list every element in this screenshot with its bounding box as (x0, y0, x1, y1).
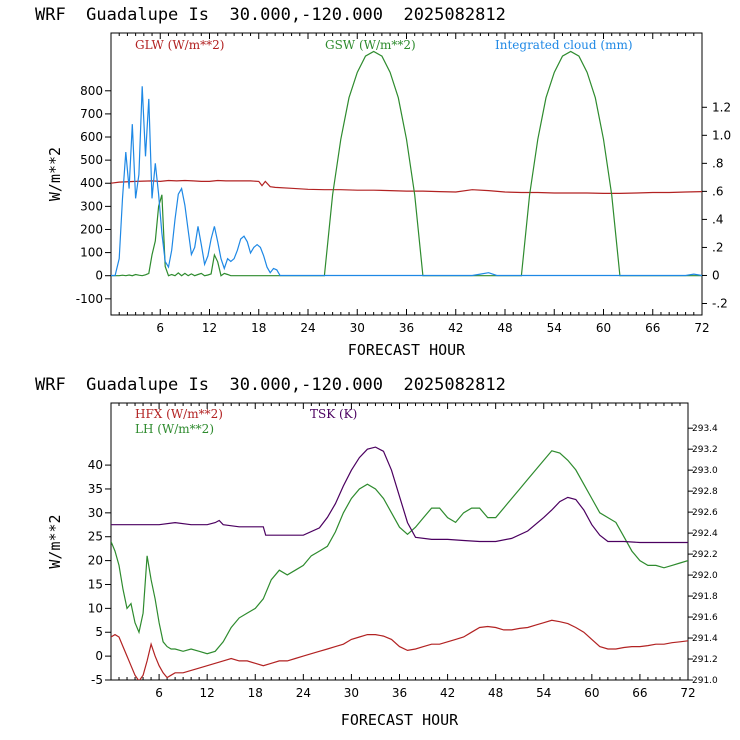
x-axis-label: FORECAST HOUR (341, 711, 459, 729)
y-tick-label: 35 (88, 482, 103, 496)
x-tick-label: 60 (596, 321, 611, 335)
y2-tick-label: 291.2 (692, 655, 718, 665)
y2-tick-label: 291.8 (692, 592, 718, 602)
x-tick-label: 72 (694, 321, 709, 335)
y-tick-label: 600 (80, 130, 103, 144)
y2-tick-label: 292.0 (692, 571, 718, 581)
y-tick-label: 100 (80, 246, 103, 260)
x-tick-label: 54 (547, 321, 562, 335)
x-axis-label: FORECAST HOUR (348, 341, 466, 359)
x-tick-label: 48 (497, 321, 512, 335)
x-tick-label: 6 (155, 686, 163, 700)
x-tick-label: 18 (248, 686, 263, 700)
y2-tick-label: 293.0 (692, 466, 718, 476)
y-tick-label: -100 (76, 292, 103, 306)
series-line-gsw (111, 50, 702, 277)
y-axis-label: W/m**2 (46, 147, 64, 201)
y2-tick-label: .8 (712, 156, 723, 170)
y-tick-label: 40 (88, 458, 103, 472)
y-axis-label: W/m**2 (46, 514, 64, 568)
y-tick-label: -5 (91, 673, 103, 687)
y-tick-label: 700 (80, 107, 103, 121)
y2-tick-label: 292.6 (692, 508, 718, 518)
y2-tick-label: 292.8 (692, 487, 718, 497)
legend-entry: GSW (W/m**2) (325, 38, 416, 52)
legend-entry: HFX (W/m**2) (135, 407, 223, 421)
y-tick-label: 0 (95, 649, 103, 663)
y2-tick-label: 291.0 (692, 676, 718, 686)
y2-tick-label: 292.4 (692, 529, 718, 539)
y2-tick-label: 292.2 (692, 550, 718, 560)
bottom-chart: WRF Guadalupe Is 30.000,-120.000 2025082… (35, 375, 718, 729)
x-tick-label: 66 (632, 686, 647, 700)
legend-entry: TSK (K) (310, 407, 357, 421)
y-tick-label: 5 (95, 625, 103, 639)
x-tick-label: 24 (296, 686, 311, 700)
x-tick-label: 30 (344, 686, 359, 700)
y2-tick-label: -.2 (712, 297, 728, 311)
plot-frame (110, 32, 703, 316)
y2-tick-label: .6 (712, 184, 723, 198)
x-tick-label: 30 (350, 321, 365, 335)
x-tick-label: 18 (251, 321, 266, 335)
x-tick-label: 36 (399, 321, 414, 335)
chart-title: WRF Guadalupe Is 30.000,-120.000 2025082… (35, 375, 506, 395)
y-tick-label: 300 (80, 199, 103, 213)
x-tick-label: 36 (392, 686, 407, 700)
y-tick-label: 30 (88, 506, 103, 520)
y-tick-label: 400 (80, 176, 103, 190)
y-tick-label: 20 (88, 554, 103, 568)
series-line-integrated (111, 86, 702, 277)
y-tick-label: 10 (88, 601, 103, 615)
y2-tick-label: 1.0 (712, 128, 731, 142)
y2-tick-label: 291.4 (692, 634, 718, 644)
y2-tick-label: 0 (712, 268, 720, 282)
y-tick-label: 25 (88, 530, 103, 544)
legend-entry: GLW (W/m**2) (135, 38, 224, 52)
y-tick-label: 15 (88, 577, 103, 591)
x-tick-label: 60 (584, 686, 599, 700)
y-tick-label: 0 (95, 269, 103, 283)
x-tick-label: 72 (680, 686, 695, 700)
series-line-lh (111, 450, 688, 655)
series-line-tsk (111, 446, 688, 544)
series-line-hfx (111, 619, 688, 680)
y2-tick-label: 293.2 (692, 445, 718, 455)
x-tick-label: 48 (488, 686, 503, 700)
x-tick-label: 42 (448, 321, 463, 335)
top-chart: WRF Guadalupe Is 30.000,-120.000 2025082… (35, 5, 731, 359)
y2-tick-label: .4 (712, 212, 723, 226)
plot-frame (110, 402, 689, 681)
x-tick-label: 6 (156, 321, 164, 335)
y2-tick-label: 293.4 (692, 424, 718, 434)
x-tick-label: 66 (645, 321, 660, 335)
y-tick-label: 200 (80, 222, 103, 236)
y-tick-label: 500 (80, 153, 103, 167)
y2-tick-label: 291.6 (692, 613, 718, 623)
x-tick-label: 12 (200, 686, 215, 700)
legend-entry: LH (W/m**2) (135, 422, 214, 436)
series-line-glw (111, 179, 702, 194)
legend-entry: Integrated cloud (mm) (495, 38, 633, 52)
x-tick-label: 24 (300, 321, 315, 335)
chart-title: WRF Guadalupe Is 30.000,-120.000 2025082… (35, 5, 506, 25)
x-tick-label: 54 (536, 686, 551, 700)
x-tick-label: 12 (202, 321, 217, 335)
y2-tick-label: .2 (712, 240, 723, 254)
x-tick-label: 42 (440, 686, 455, 700)
y2-tick-label: 1.2 (712, 100, 731, 114)
y-tick-label: 800 (80, 84, 103, 98)
